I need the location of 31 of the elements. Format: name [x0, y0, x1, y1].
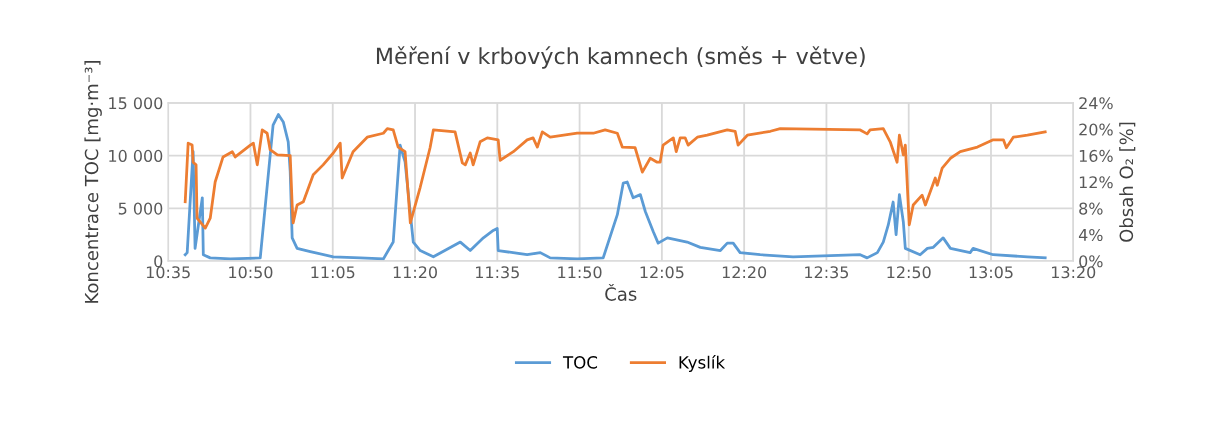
x-tick-label: 11:20 — [393, 266, 437, 279]
x-tick-label: 12:50 — [887, 266, 931, 279]
legend-label: Kyslík — [679, 355, 726, 372]
y2-tick-label: 8% — [1079, 202, 1103, 215]
y-tick-label: 10 000 — [109, 149, 163, 162]
y2-tick-label: 0% — [1079, 255, 1103, 268]
x-tick-label: 13:20 — [1052, 266, 1096, 279]
legend-label: TOC — [562, 356, 598, 369]
y2-tick-label: 24% — [1079, 97, 1113, 110]
x-tick-label: 10:50 — [229, 266, 273, 279]
y-axis-title: Koncentrace TOC [mg·m⁻³] — [84, 61, 102, 303]
x-tick-label: 13:05 — [969, 266, 1013, 279]
x-axis-title: Čas — [605, 283, 637, 301]
x-tick-label: 10:35 — [146, 266, 190, 279]
chart-title: Měření v krbových kamnech (směs + větve) — [376, 46, 865, 69]
y-tick-label: 5 000 — [118, 202, 163, 215]
y2-axis-title: Obsah O₂ [%] — [1119, 122, 1136, 242]
y2-tick-label: 20% — [1079, 123, 1113, 136]
y-tick-label: 0 — [154, 255, 163, 268]
x-tick-label: 12:05 — [640, 266, 684, 279]
x-tick-label: 12:20 — [722, 266, 767, 279]
y2-tick-label: 12% — [1079, 176, 1113, 189]
line-series — [183, 113, 1047, 261]
y-tick-label: 15 000 — [109, 97, 163, 110]
x-tick-label: 11:35 — [476, 266, 519, 279]
line-series — [183, 127, 1047, 230]
y2-tick-label: 16% — [1079, 149, 1113, 162]
y2-tick-label: 4% — [1078, 228, 1103, 241]
x-tick-label: 11:50 — [558, 266, 602, 279]
x-tick-label: 12:35 — [805, 266, 849, 279]
x-tick-label: 11:05 — [311, 266, 355, 279]
